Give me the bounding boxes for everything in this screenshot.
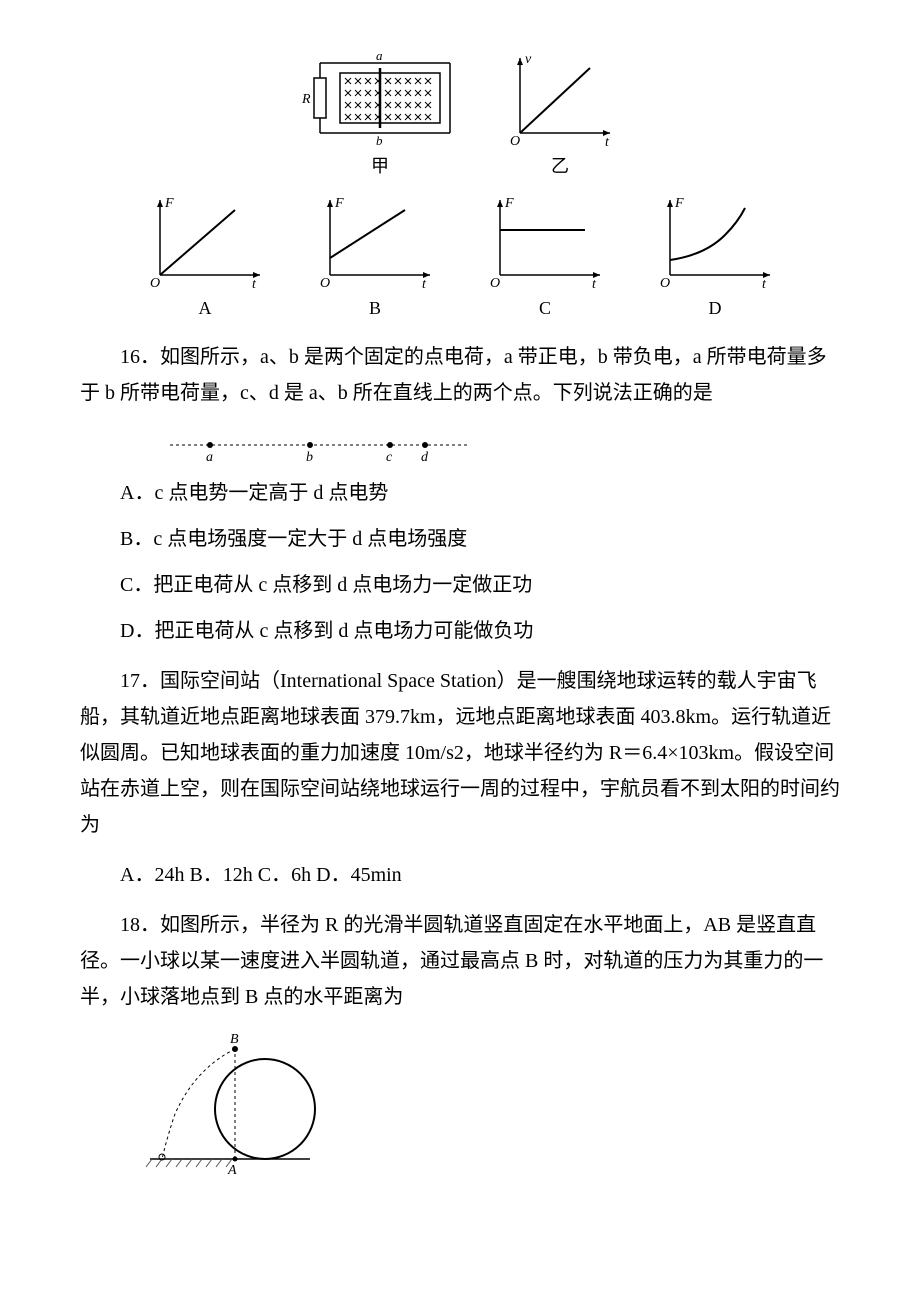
- graph-b-label: B: [369, 292, 381, 324]
- svg-text:F: F: [674, 196, 684, 211]
- svg-text:A: A: [227, 1163, 237, 1178]
- svg-text:a: a: [206, 450, 213, 465]
- svg-text:b: b: [306, 450, 313, 465]
- svg-text:t: t: [592, 277, 597, 290]
- q16-diagram: a b c d: [160, 425, 840, 465]
- svg-text:O: O: [150, 276, 160, 290]
- graph-c-label: C: [539, 292, 551, 324]
- circuit-label: 甲: [371, 150, 389, 182]
- q17-options: A．24h B．12h C．6h D．45min: [80, 857, 840, 893]
- q16-option-b: B．c 点电场强度一定大于 d 点电场强度: [80, 521, 840, 557]
- terminal-b: b: [376, 133, 383, 148]
- resistor-label: R: [301, 92, 311, 107]
- graph-a: F t O A: [140, 190, 270, 324]
- figure-top-row: R: [80, 48, 840, 182]
- svg-text:O: O: [660, 276, 670, 290]
- svg-text:t: t: [252, 277, 257, 290]
- graph-d: F t O D: [650, 190, 780, 324]
- vt-x-axis: t: [605, 135, 610, 148]
- svg-text:F: F: [334, 196, 344, 211]
- svg-text:O: O: [490, 276, 500, 290]
- vt-figure: v t O 乙: [500, 48, 620, 182]
- graph-b: F t O B: [310, 190, 440, 324]
- q17-stem: 17．国际空间站（International Space Station）是一艘…: [80, 663, 840, 843]
- svg-text:d: d: [421, 450, 429, 465]
- graph-d-label: D: [709, 292, 722, 324]
- svg-text:F: F: [164, 196, 174, 211]
- q16-stem: 16．如图所示，a、b 是两个固定的点电荷，a 带正电，b 带负电，a 所带电荷…: [80, 339, 840, 411]
- graph-a-label: A: [199, 292, 212, 324]
- q16-option-a: A．c 点电势一定高于 d 点电势: [80, 475, 840, 511]
- q18-diagram: A B: [140, 1029, 840, 1179]
- terminal-a: a: [376, 48, 383, 63]
- q16-option-c: C．把正电荷从 c 点移到 d 点电场力一定做正功: [80, 567, 840, 603]
- q18-stem: 18．如图所示，半径为 R 的光滑半圆轨道竖直固定在水平地面上，AB 是竖直直径…: [80, 907, 840, 1015]
- graph-c: F t O C: [480, 190, 610, 324]
- svg-text:t: t: [422, 277, 427, 290]
- svg-text:t: t: [762, 277, 767, 290]
- svg-text:c: c: [386, 450, 393, 465]
- svg-text:F: F: [504, 196, 514, 211]
- option-graphs-row: F t O A F t O B F t O: [80, 190, 840, 324]
- q16-option-d: D．把正电荷从 c 点移到 d 点电场力可能做负功: [80, 613, 840, 649]
- vt-y-axis: v: [525, 52, 532, 67]
- circuit-figure: R: [300, 48, 460, 182]
- vt-label: 乙: [551, 150, 569, 182]
- svg-text:B: B: [230, 1032, 239, 1047]
- svg-text:O: O: [320, 276, 330, 290]
- svg-text:O: O: [510, 134, 520, 148]
- vt-svg: v t O: [500, 48, 620, 148]
- circuit-svg: R: [300, 48, 460, 148]
